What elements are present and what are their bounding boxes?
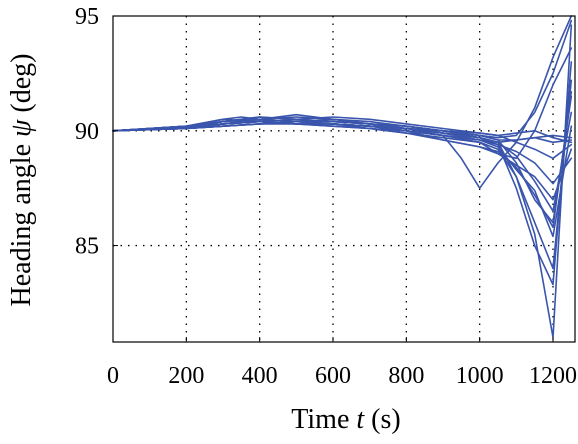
- y-tick-label-0: 85: [75, 234, 99, 260]
- series-line-4: [112, 61, 573, 286]
- y-axis-label: Heading angle ψ (deg): [6, 54, 37, 307]
- x-tick-label-6: 1200: [529, 363, 577, 389]
- grid-lines: [113, 16, 575, 342]
- series-line-2: [112, 15, 573, 189]
- series-line-15: [112, 116, 573, 141]
- x-tick-label-5: 1000: [456, 363, 504, 389]
- axis-ticks: 0 200 400 600 800 1000 1200 85 90 95: [75, 4, 577, 389]
- series-line-13: [112, 111, 573, 212]
- series-lines: [112, 15, 573, 339]
- x-tick-label-1: 200: [168, 363, 204, 389]
- x-tick-label-0: 0: [107, 363, 119, 389]
- x-tick-label-3: 600: [315, 363, 351, 389]
- plot-frame: [112, 15, 576, 343]
- series-line-14: [112, 91, 573, 228]
- x-axis-label: Time t (s): [291, 404, 400, 435]
- y-tick-label-2: 95: [75, 4, 99, 30]
- series-line-6: [112, 95, 573, 224]
- y-tick-label-1: 90: [75, 119, 99, 145]
- series-line-3: [112, 24, 573, 339]
- x-tick-label-4: 800: [388, 363, 424, 389]
- series-line-5: [112, 79, 573, 270]
- x-tick-label-2: 400: [242, 363, 278, 389]
